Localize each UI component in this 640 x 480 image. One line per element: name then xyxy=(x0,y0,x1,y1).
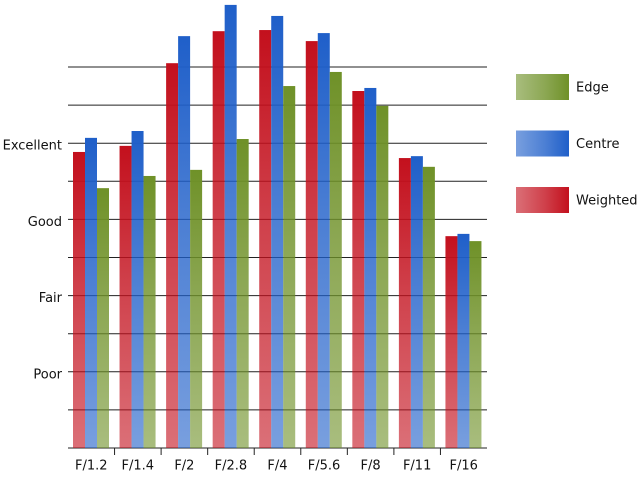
x-tick-label: F/2 xyxy=(174,459,194,474)
bar xyxy=(212,31,225,448)
bar xyxy=(410,156,423,449)
bar xyxy=(445,236,458,448)
bar xyxy=(224,4,237,448)
x-tick-label: F/1.2 xyxy=(75,459,108,474)
x-tick-label: F/11 xyxy=(403,459,431,474)
bar xyxy=(143,175,156,448)
bar xyxy=(236,139,249,448)
bar xyxy=(271,15,284,448)
bar xyxy=(398,158,411,448)
bar xyxy=(305,41,318,448)
x-tick-label: F/16 xyxy=(450,459,478,474)
bar xyxy=(457,233,470,448)
bar xyxy=(85,137,97,448)
legend-label: Centre xyxy=(576,137,619,152)
x-tick-label: F/4 xyxy=(267,459,287,474)
bar xyxy=(259,30,272,448)
bar xyxy=(422,166,435,448)
x-tick-label: F/5.6 xyxy=(308,459,341,474)
y-tick-label: Fair xyxy=(39,291,63,306)
bar xyxy=(73,151,85,448)
bar xyxy=(178,36,191,448)
x-tick-label: F/8 xyxy=(361,459,381,474)
legend-swatch xyxy=(516,187,569,213)
bar xyxy=(352,91,365,449)
bar xyxy=(131,131,144,448)
legend-swatch xyxy=(516,74,569,100)
bar xyxy=(329,71,342,448)
y-tick-label: Excellent xyxy=(3,139,62,154)
bar xyxy=(364,87,377,448)
bar xyxy=(317,33,330,448)
bar xyxy=(190,169,203,448)
bar xyxy=(119,145,132,448)
x-tick-label: F/1.4 xyxy=(122,459,155,474)
legend-label: Edge xyxy=(576,81,609,96)
bar xyxy=(376,105,389,448)
bar xyxy=(283,86,296,449)
y-tick-label: Good xyxy=(28,215,62,230)
bar xyxy=(166,63,179,448)
bar xyxy=(469,241,482,448)
y-tick-label: Poor xyxy=(33,367,62,382)
bar xyxy=(97,188,109,448)
legend-swatch xyxy=(516,130,569,157)
legend-label: Weighted xyxy=(576,194,638,209)
x-tick-label: F/2.8 xyxy=(215,459,248,474)
